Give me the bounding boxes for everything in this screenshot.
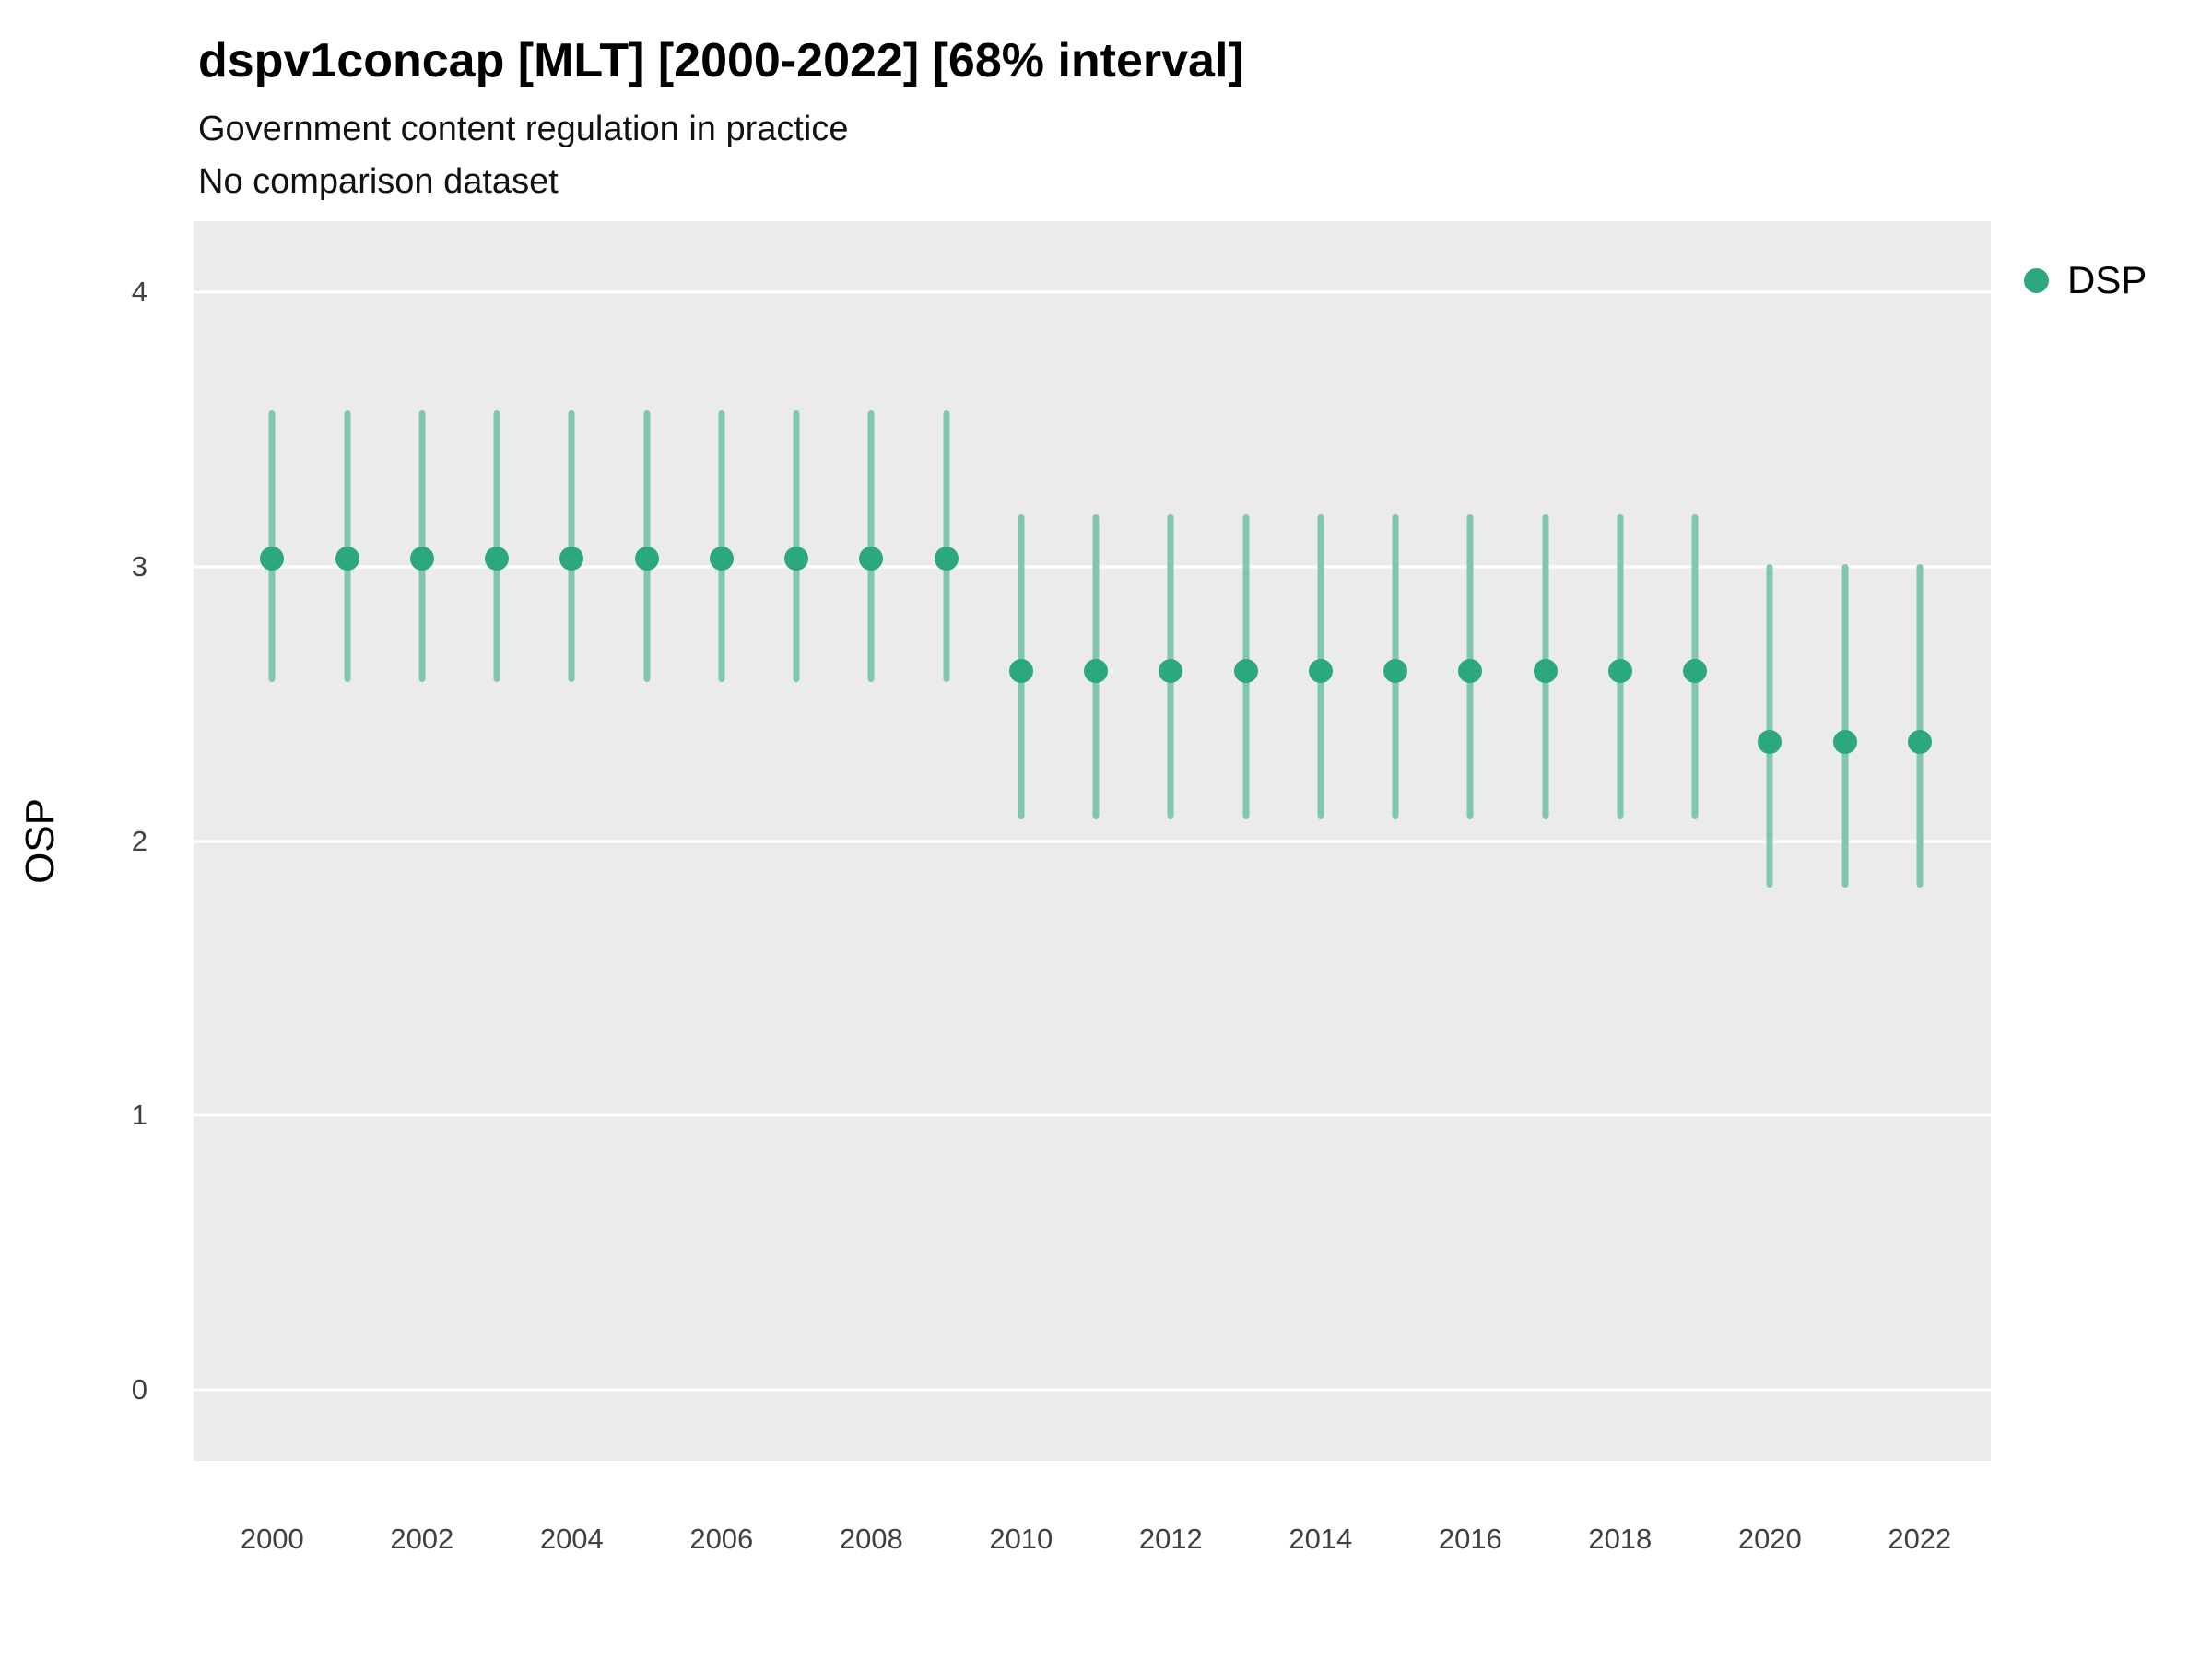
data-point	[1683, 659, 1708, 683]
error-bar	[1766, 563, 1773, 888]
chart-subtitle: Government content regulation in practic…	[198, 110, 849, 148]
x-tick-label: 2018	[1588, 1523, 1653, 1555]
x-tick-label: 2016	[1438, 1523, 1502, 1555]
x-tick-label: 2000	[240, 1523, 304, 1555]
data-point	[634, 547, 659, 571]
y-tick-label: 2	[131, 824, 147, 857]
x-tick-label: 2014	[1288, 1523, 1353, 1555]
gridline	[194, 565, 1991, 569]
error-bar	[268, 410, 276, 682]
data-point	[1383, 659, 1408, 683]
data-point	[1233, 659, 1258, 683]
gridline	[194, 1388, 1991, 1392]
legend: DSP	[2024, 258, 2147, 302]
data-point	[1084, 659, 1109, 683]
error-bar	[1841, 563, 1849, 888]
data-point	[1907, 730, 1932, 755]
data-point	[1758, 730, 1783, 755]
legend-dot	[2024, 267, 2049, 293]
y-axis-tick-labels: 0 1 2 3 4	[0, 221, 147, 1461]
data-point	[409, 547, 434, 571]
y-tick-label: 3	[131, 549, 147, 582]
data-point	[784, 547, 809, 571]
data-point	[260, 547, 285, 571]
y-tick-label: 1	[131, 1099, 147, 1132]
x-tick-label: 2004	[539, 1523, 604, 1555]
error-bar	[793, 410, 800, 682]
x-tick-label: 2020	[1737, 1523, 1802, 1555]
gridline	[194, 1113, 1991, 1117]
plot-panel	[194, 221, 1991, 1461]
x-tick-label: 2022	[1888, 1523, 1952, 1555]
data-point	[934, 547, 959, 571]
x-tick-label: 2012	[1138, 1523, 1203, 1555]
x-tick-label: 2008	[839, 1523, 903, 1555]
gridline	[194, 840, 1991, 842]
error-bar	[344, 410, 351, 682]
y-tick-label: 0	[131, 1372, 147, 1406]
data-point	[1308, 659, 1333, 683]
x-axis-tick-labels: 2000 2002 2004 2006 2008 2010 2012 2014 2016 2018…	[194, 1523, 1991, 1569]
error-bar	[568, 410, 575, 682]
chart-note: No comparison dataset	[198, 162, 559, 201]
x-tick-label: 2002	[390, 1523, 454, 1555]
chart-title: dspv1concap [MLT] [2000-2022] [68% inter…	[198, 34, 1244, 88]
x-tick-label: 2006	[689, 1523, 754, 1555]
y-tick-label: 4	[131, 276, 147, 309]
error-bar	[418, 410, 426, 682]
data-point	[1832, 730, 1857, 755]
data-point	[559, 547, 584, 571]
gridline	[194, 290, 1991, 294]
data-point	[485, 547, 510, 571]
error-bar	[643, 410, 651, 682]
error-bar	[1916, 563, 1924, 888]
legend-label: DSP	[2067, 258, 2147, 301]
x-tick-label: 2010	[989, 1523, 1053, 1555]
error-bar	[718, 410, 725, 682]
data-point	[1159, 659, 1183, 683]
data-point	[1607, 659, 1632, 683]
error-bar	[867, 410, 875, 682]
error-bar	[493, 410, 500, 682]
error-bar	[943, 410, 950, 682]
data-point	[335, 547, 359, 571]
data-point	[1458, 659, 1483, 683]
data-point	[1533, 659, 1558, 683]
data-point	[1008, 659, 1033, 683]
data-point	[709, 547, 734, 571]
data-point	[859, 547, 884, 571]
